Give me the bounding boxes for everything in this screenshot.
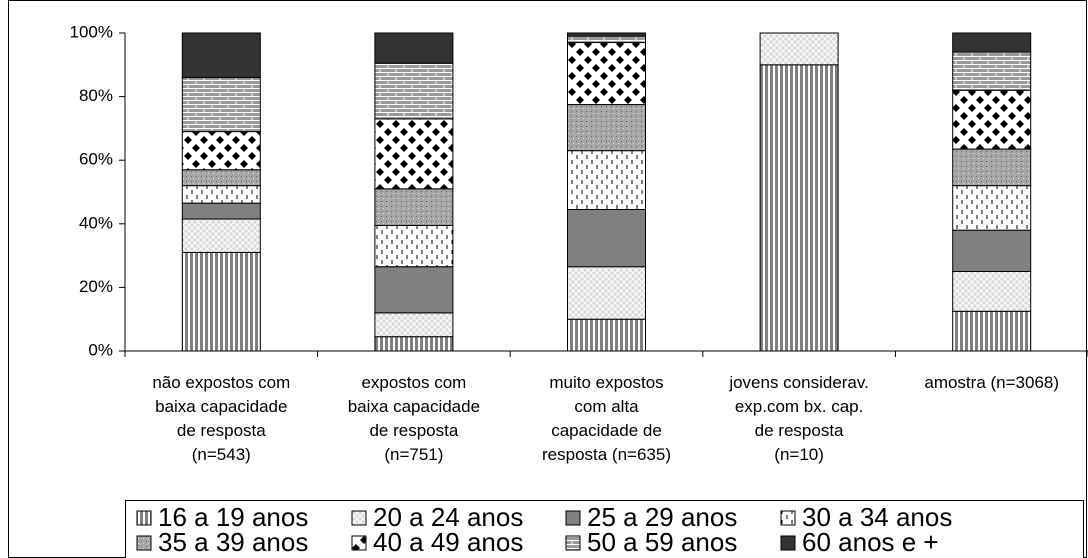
bar-segment xyxy=(181,218,261,253)
bar-segment xyxy=(952,271,1032,312)
legend-label: 16 a 19 anos xyxy=(158,502,308,532)
legend-swatch xyxy=(565,535,581,551)
legend-swatch xyxy=(565,510,581,526)
bar-segment xyxy=(952,185,1032,231)
x-tick-label: expostos com baixa capacidade de respost… xyxy=(347,373,481,464)
bar-segment xyxy=(374,118,454,190)
bar-segment xyxy=(374,188,454,226)
bar-segment xyxy=(952,229,1032,273)
x-tick-label: jovens considerav. exp.com bx. cap. de r… xyxy=(729,373,869,464)
bar-segment xyxy=(181,251,261,352)
legend-label: 30 a 34 anos xyxy=(802,502,952,532)
legend-label: 50 a 59 anos xyxy=(587,527,737,557)
bar-segment xyxy=(567,150,646,210)
legend-swatch xyxy=(780,535,796,551)
bar-segment xyxy=(374,266,454,314)
bar-segment xyxy=(567,42,646,106)
bar-segment xyxy=(952,310,1032,352)
legend-label: 20 a 24 anos xyxy=(373,502,523,532)
bar-segment xyxy=(374,336,454,352)
legend-swatch xyxy=(136,535,152,551)
y-tick-label: 40% xyxy=(79,213,113,232)
x-tick-label: muito expostos com alta capacidade de re… xyxy=(542,373,671,464)
bar-segment xyxy=(181,77,261,133)
bar-segment xyxy=(567,208,646,268)
bar-segment xyxy=(181,202,261,220)
bar-segment xyxy=(567,318,646,352)
bar-segment xyxy=(567,32,646,37)
frame xyxy=(8,0,1087,558)
y-tick-label: 100% xyxy=(70,22,113,41)
legend-swatch xyxy=(351,535,367,551)
legend-label: 25 a 29 anos xyxy=(587,502,737,532)
bar-segment xyxy=(567,266,646,320)
bar-segment xyxy=(759,64,839,352)
legend-box xyxy=(125,500,1084,558)
bar-segment xyxy=(374,312,454,338)
y-tick-label: 80% xyxy=(79,86,113,105)
legend-label: 40 a 49 anos xyxy=(373,527,523,557)
bar-segment xyxy=(952,51,1032,91)
bar-segment xyxy=(181,32,261,79)
bar-segment xyxy=(374,224,454,268)
bar-segment xyxy=(759,32,839,66)
bar-segment xyxy=(181,131,261,171)
bar-segment xyxy=(952,148,1032,187)
y-tick-label: 60% xyxy=(79,150,113,169)
bar-segment xyxy=(952,89,1032,150)
legend-label: 35 a 39 anos xyxy=(158,527,308,557)
legend-swatch xyxy=(136,510,152,526)
y-tick-label: 0% xyxy=(88,340,113,359)
x-tick-label: amostra (n=3068) xyxy=(924,373,1060,392)
legend-label: 60 anos e + xyxy=(802,527,939,557)
legend-swatch xyxy=(351,510,367,526)
y-tick-label: 20% xyxy=(79,277,113,296)
bar-segment xyxy=(181,185,261,204)
bar-segment xyxy=(952,32,1032,53)
bar-segment xyxy=(374,32,454,64)
x-tick-label: não expostos com baixa capacidade de res… xyxy=(152,373,291,464)
legend-swatch xyxy=(780,510,796,526)
bar-segment xyxy=(567,35,646,44)
bar-segment xyxy=(374,62,454,120)
bar-segment xyxy=(567,104,646,152)
bar-segment xyxy=(181,169,261,187)
